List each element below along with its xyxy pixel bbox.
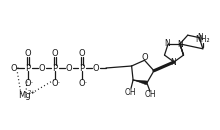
Text: N: N — [170, 57, 176, 67]
Text: O: O — [93, 63, 99, 73]
Text: P: P — [79, 63, 84, 73]
Text: N: N — [177, 40, 183, 49]
Text: O: O — [25, 79, 31, 87]
Text: O: O — [79, 48, 85, 57]
Text: ⁻: ⁻ — [83, 83, 87, 87]
Text: O: O — [52, 79, 58, 87]
Text: N: N — [164, 39, 170, 48]
Text: P: P — [26, 63, 31, 73]
Text: O: O — [11, 63, 17, 73]
Text: Mg: Mg — [18, 90, 30, 99]
Text: O: O — [141, 53, 148, 62]
Text: O: O — [66, 63, 72, 73]
Text: O: O — [52, 48, 58, 57]
Text: OH: OH — [145, 90, 157, 99]
Polygon shape — [133, 80, 147, 85]
Text: ⁻: ⁻ — [15, 67, 19, 73]
Text: ⁻: ⁻ — [29, 83, 33, 87]
Text: 2+: 2+ — [28, 89, 36, 95]
Text: O: O — [39, 63, 45, 73]
Text: O: O — [25, 48, 31, 57]
Text: ⁻: ⁻ — [56, 83, 60, 87]
Text: O: O — [79, 79, 85, 87]
Text: NH₂: NH₂ — [196, 35, 210, 44]
Text: N: N — [197, 33, 203, 42]
Text: P: P — [52, 63, 58, 73]
Text: OH: OH — [124, 87, 136, 97]
